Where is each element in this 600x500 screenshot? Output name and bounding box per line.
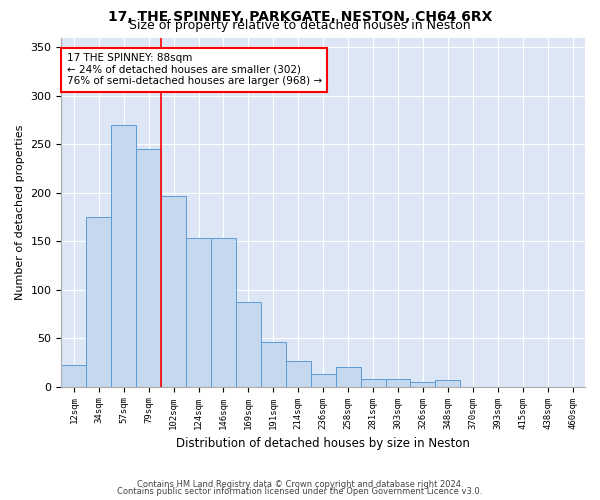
Text: Contains HM Land Registry data © Crown copyright and database right 2024.: Contains HM Land Registry data © Crown c… <box>137 480 463 489</box>
Bar <box>61 366 86 386</box>
Bar <box>286 362 311 386</box>
Bar <box>136 149 161 386</box>
Bar <box>111 125 136 386</box>
Bar <box>236 302 261 386</box>
Bar <box>161 196 186 386</box>
Bar <box>361 379 386 386</box>
Bar <box>186 238 211 386</box>
Bar <box>386 379 410 386</box>
Bar <box>211 238 236 386</box>
Text: Size of property relative to detached houses in Neston: Size of property relative to detached ho… <box>129 18 471 32</box>
Text: Contains public sector information licensed under the Open Government Licence v3: Contains public sector information licen… <box>118 487 482 496</box>
Bar <box>410 382 436 386</box>
Bar <box>436 380 460 386</box>
X-axis label: Distribution of detached houses by size in Neston: Distribution of detached houses by size … <box>176 437 470 450</box>
Text: 17 THE SPINNEY: 88sqm
← 24% of detached houses are smaller (302)
76% of semi-det: 17 THE SPINNEY: 88sqm ← 24% of detached … <box>67 53 322 86</box>
Bar <box>86 217 111 386</box>
Bar <box>261 342 286 386</box>
Y-axis label: Number of detached properties: Number of detached properties <box>15 124 25 300</box>
Bar <box>335 368 361 386</box>
Bar <box>311 374 335 386</box>
Text: 17, THE SPINNEY, PARKGATE, NESTON, CH64 6RX: 17, THE SPINNEY, PARKGATE, NESTON, CH64 … <box>108 10 492 24</box>
